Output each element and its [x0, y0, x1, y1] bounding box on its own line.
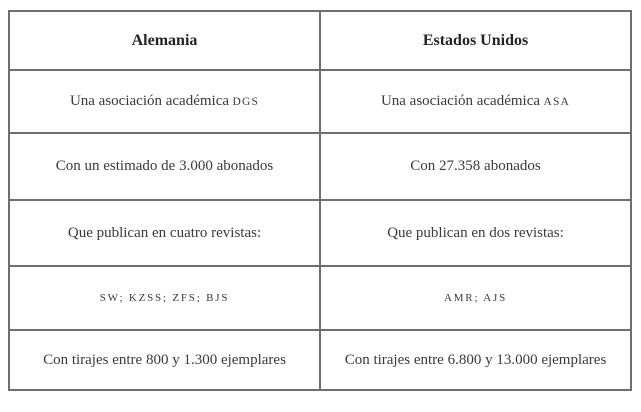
cell-eeuu-siglas-revistas: AMR; AJS — [321, 267, 630, 329]
column-header-estados-unidos-label: Estados Unidos — [422, 31, 529, 49]
comparison-table: Alemania Estados Unidos Una asociación a… — [8, 10, 632, 391]
cell-eeuu-revistas: Que publican en dos revistas: — [321, 201, 630, 265]
cell-alemania-siglas-revistas: SW; KZSS; ZFS; BJS — [10, 267, 319, 329]
column-header-alemania-label: Alemania — [131, 31, 198, 49]
cell-smallcaps-abbrev: DGS — [232, 95, 260, 108]
cell-smallcaps-journals: AMR; AJS — [443, 292, 507, 304]
cell-smallcaps-journals: SW; KZSS; ZFS; BJS — [99, 292, 230, 304]
cell-text: Con tirajes entre 6.800 y 13.000 ejempla… — [344, 351, 607, 368]
cell-smallcaps-abbrev: ASA — [543, 95, 571, 108]
column-header-alemania: Alemania — [10, 12, 319, 69]
cell-eeuu-tirajes: Con tirajes entre 6.800 y 13.000 ejempla… — [321, 331, 630, 389]
cell-text: Una asociación académica — [380, 93, 541, 109]
column-header-estados-unidos: Estados Unidos — [321, 12, 630, 69]
cell-alemania-asociacion: Una asociación académica DGS — [10, 71, 319, 132]
cell-text: Una asociación académica — [69, 93, 230, 109]
cell-text: Con un estimado de 3.000 abonados — [55, 158, 274, 174]
cell-eeuu-abonados: Con 27.358 abonados — [321, 134, 630, 199]
cell-alemania-revistas: Que publican en cuatro revistas: — [10, 201, 319, 265]
cell-text: Con tirajes entre 800 y 1.300 ejemplares — [43, 351, 286, 368]
cell-eeuu-asociacion: Una asociación académica ASA — [321, 71, 630, 132]
cell-alemania-tirajes: Con tirajes entre 800 y 1.300 ejemplares — [10, 331, 319, 389]
cell-alemania-abonados: Con un estimado de 3.000 abonados — [10, 134, 319, 199]
cell-text: Que publican en dos revistas: — [387, 224, 564, 241]
cell-text: Con 27.358 abonados — [410, 158, 541, 174]
cell-text: Que publican en cuatro revistas: — [67, 224, 262, 241]
